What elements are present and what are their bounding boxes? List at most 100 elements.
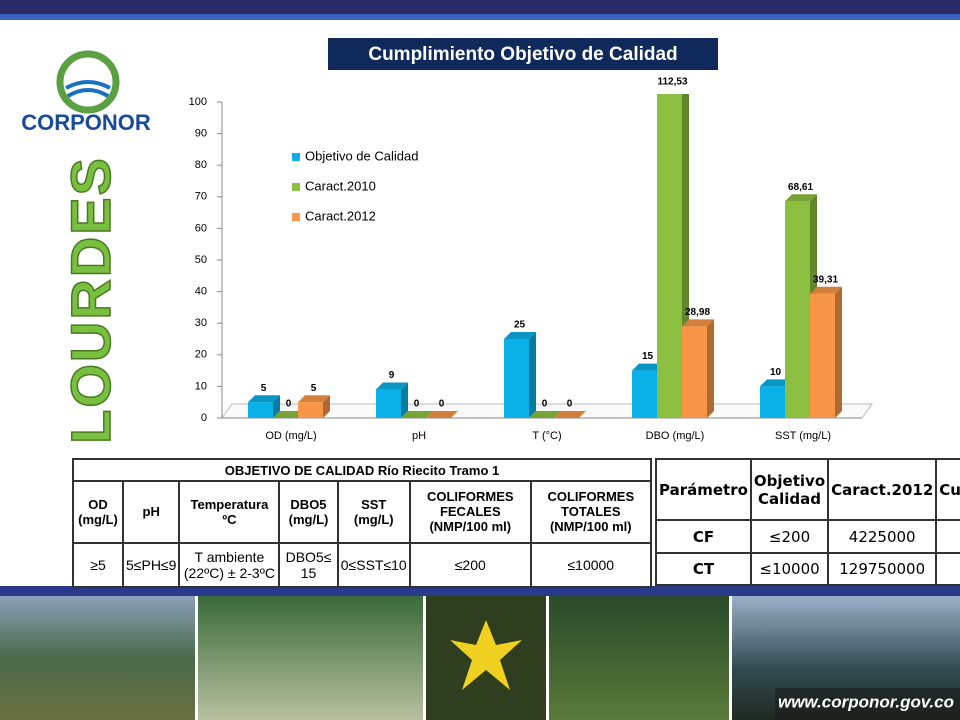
data-label: 0 <box>542 399 548 410</box>
photo <box>549 596 729 720</box>
y-tick-label: 90 <box>195 128 207 140</box>
column-header: Temperatura ºC <box>178 480 281 544</box>
data-label: 112,53 <box>657 77 687 88</box>
y-tick-label: 50 <box>195 254 207 266</box>
column-header: Caract.2012 <box>827 457 938 522</box>
top-band <box>0 0 960 14</box>
table-cell: ≤10000 <box>529 541 653 589</box>
bar-side <box>273 395 280 418</box>
y-tick-label: 20 <box>195 349 207 361</box>
footer-url: www.corponor.gov.co <box>778 692 954 711</box>
bar-top <box>529 411 561 418</box>
photo <box>198 596 423 720</box>
logo-text: CORPONOR <box>21 110 151 135</box>
table-cell: CT <box>655 551 752 587</box>
side-title: LOURDES <box>59 156 122 444</box>
y-tick-label: 10 <box>195 380 207 392</box>
bar-side <box>323 395 330 418</box>
x-tick-label: OD (mg/L) <box>265 430 316 442</box>
bottom-stripe <box>0 586 960 596</box>
data-label: 5 <box>311 383 317 394</box>
y-tick-label: 80 <box>195 159 207 171</box>
column-header: COLIFORMES FECALES (NMP/100 ml) <box>408 480 532 544</box>
y-tick-label: 100 <box>189 96 207 108</box>
table-cell: ≤200 <box>749 519 830 554</box>
bar-top <box>785 194 817 202</box>
data-label: 0 <box>286 399 292 410</box>
y-tick-label: 70 <box>195 191 207 203</box>
column-header: pH <box>122 480 181 544</box>
bar-top <box>760 379 792 387</box>
table-title: OBJETIVO DE CALIDAD Río Riecito Tramo 1 <box>72 457 652 483</box>
column-header: Objetivo Calidad <box>749 457 830 522</box>
table-cell: ≥5 <box>71 541 125 589</box>
table-cell: ≤10000 <box>749 551 830 587</box>
bar-top <box>376 382 408 390</box>
bar-side <box>835 286 842 418</box>
bar <box>785 201 810 418</box>
legend-swatch <box>292 213 300 221</box>
data-label: 5 <box>261 383 267 394</box>
photo <box>0 596 195 720</box>
bar-side <box>401 382 408 418</box>
column-header: Parámetro <box>655 457 752 522</box>
plot <box>248 94 842 418</box>
column-header: DBO5 (mg/L) <box>278 480 339 544</box>
x-tick-label: pH <box>412 430 426 442</box>
x-tick-label: T (°C) <box>532 430 561 442</box>
bar-top <box>273 411 305 418</box>
bar-top <box>682 319 714 327</box>
y-tick-label: 40 <box>195 286 207 298</box>
bar <box>657 94 682 418</box>
table-cell: CF <box>655 519 752 554</box>
data-label: 25 <box>514 320 526 331</box>
bar-side <box>529 332 536 418</box>
y-tick-label: 0 <box>201 412 207 424</box>
bar <box>810 293 835 418</box>
data-label: 15 <box>642 351 654 362</box>
bar-side <box>707 319 714 418</box>
bar <box>632 370 657 418</box>
bar <box>504 339 529 418</box>
table-cell: NO <box>935 519 960 554</box>
chart-title: Cumplimiento Objetivo de Calidad <box>368 44 677 65</box>
legend-label: Objetivo de Calidad <box>305 148 418 163</box>
bar <box>682 326 707 418</box>
quality-table: OBJETIVO DE CALIDAD Río Riecito Tramo 1 … <box>71 457 653 589</box>
y-tick-label: 60 <box>195 222 207 234</box>
table-cell: ≤200 <box>408 541 532 589</box>
column-header: OD (mg/L) <box>71 480 125 544</box>
column-header: COLIFORMES TOTALES (NMP/100 ml) <box>529 480 653 544</box>
x-tick-label: DBO (mg/L) <box>646 430 705 442</box>
data-label: 28,98 <box>685 307 710 318</box>
y-tick-label: 30 <box>195 317 207 329</box>
bar-top <box>298 395 330 403</box>
logo-waves <box>65 80 111 98</box>
bar-top <box>554 411 586 418</box>
data-label: 68,61 <box>788 182 813 193</box>
data-label: 0 <box>567 399 573 410</box>
table-cell: T ambiente (22ºC) ± 2-3ºC <box>178 541 281 589</box>
bar-top <box>504 332 536 339</box>
x-tick-label: SST (mg/L) <box>775 430 831 442</box>
flower <box>450 620 522 690</box>
bar <box>760 386 785 418</box>
bar-top <box>810 286 842 294</box>
table-cell: NO <box>935 551 960 587</box>
top-stripe <box>0 14 960 20</box>
data-label: 0 <box>414 399 420 410</box>
legend-label: Caract.2012 <box>305 208 376 223</box>
data-label: 0 <box>439 399 445 410</box>
logo-ring <box>56 50 120 114</box>
table-cell: 129750000 <box>827 551 938 587</box>
table-cell: 4225000 <box>827 519 938 554</box>
bar <box>248 402 273 418</box>
legend-label: Caract.2010 <box>305 178 376 193</box>
table-cell: DBO5≤ 15 <box>278 541 339 589</box>
table-cell: 0≤SST≤10 <box>336 541 411 589</box>
bar <box>298 402 323 418</box>
column-header: Cumple <box>935 457 960 522</box>
